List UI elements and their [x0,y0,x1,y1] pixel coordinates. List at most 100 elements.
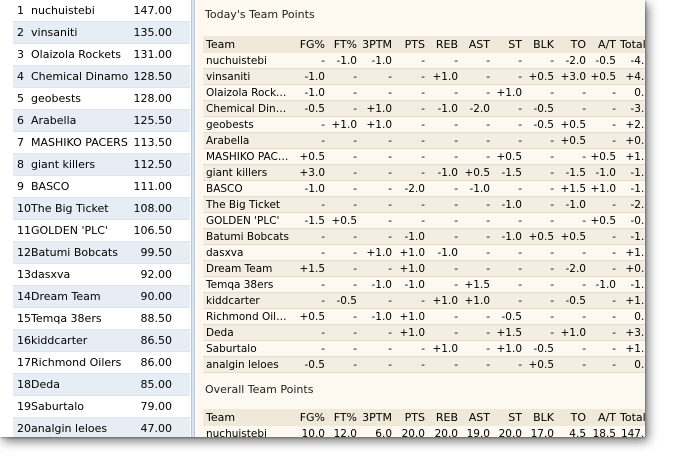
stat-cell: - [588,196,618,213]
standings-row[interactable]: 3 Olaizola Rockets 131.00 [13,44,190,66]
column-header[interactable]: AST [460,409,492,426]
standings-row[interactable]: 1 nuchuistebi 147.00 [13,0,190,22]
column-header[interactable]: A/T [588,409,618,426]
stat-cell: -0.5 [524,100,556,117]
stat-cell: - [359,292,394,309]
stat-cell: -0.5 [556,292,588,309]
overall-team-points-table: TeamFG%FT%3PTMPTSREBASTSTBLKTOA/TTotals … [203,409,645,437]
standings-team-name: dasxva [31,268,71,281]
stat-cell: - [460,340,492,357]
stat-cell: - [492,244,524,261]
standings-row[interactable]: 13 dasxva 92.00 [13,264,190,286]
stat-cell: - [327,148,359,165]
standings-rank: 9 [17,180,24,193]
column-header[interactable]: REB [427,409,460,426]
standings-points: 128.50 [133,70,173,83]
standings-team-name: geobests [31,92,82,105]
column-header[interactable]: 3PTM [359,409,394,426]
column-header[interactable]: Totals [618,36,645,53]
stat-cell: +1.0 [588,180,618,197]
stat-cell: 19.0 [460,426,492,437]
stat-cell: -1.0 [359,308,394,325]
standings-row[interactable]: 17 Richmond Oilers 86.00 [13,352,190,374]
standings-row[interactable]: 9 BASCO 111.00 [13,176,190,198]
column-header[interactable]: FG% [293,36,327,53]
column-header[interactable]: FT% [327,36,359,53]
standings-row[interactable]: 19 Saburtalo 79.00 [13,396,190,418]
stat-cell: -0.5 [524,340,556,357]
team-cell: kiddcarter [203,292,293,309]
standings-row[interactable]: 18 Deda 85.00 [13,374,190,396]
standings-rank: 16 [17,334,31,347]
column-header[interactable]: Team [203,409,293,426]
standings-points: 88.50 [140,312,173,325]
standings-team-name: Temqa 38ers [31,312,102,325]
standings-team-name: Richmond Oilers [31,356,122,369]
stat-cell: - [327,244,359,261]
stat-cell: - [394,340,427,357]
column-header[interactable]: PTS [394,36,427,53]
pane-splitter[interactable] [191,0,195,437]
column-header[interactable]: Totals [618,409,645,426]
stat-cell: +0.5 [524,228,556,245]
stat-cell: - [359,340,394,357]
standings-row[interactable]: 5 geobests 128.00 [13,88,190,110]
team-cell: nuchuistebi [203,53,293,69]
stat-cell: - [427,132,460,149]
standings-row[interactable]: 12 Batumi Bobcats 99.50 [13,242,190,264]
column-header[interactable]: ST [492,409,524,426]
standings-team-name: kiddcarter [31,334,88,347]
stat-cell: - [327,356,359,373]
stat-cell: +0.5 [588,148,618,165]
column-header[interactable]: PTS [394,409,427,426]
column-header[interactable]: 3PTM [359,36,394,53]
standings-points: 147.00 [133,4,173,17]
stat-cell: -1.5 [556,164,588,181]
stat-cell: +0.5 [556,228,588,245]
stat-cell: - [524,84,556,101]
standings-rank: 4 [17,70,24,83]
column-header[interactable]: BLK [524,409,556,426]
stat-cell: - [492,116,524,133]
standings-row[interactable]: 4 Chemical Dinamo 128.50 [13,66,190,88]
standings-row[interactable]: 11 GOLDEN 'PLC' 106.50 [13,220,190,242]
stat-cell: - [293,244,327,261]
stat-cell: -2.0 [394,180,427,197]
team-cell: BASCO [203,180,293,197]
stat-cell: - [293,132,327,149]
standings-row[interactable]: 6 Arabella 125.50 [13,110,190,132]
stat-cell: +0.5 [618,260,645,277]
column-header[interactable]: AST [460,36,492,53]
stat-cell: - [293,116,327,133]
column-header[interactable]: TO [556,36,588,53]
column-header[interactable]: FG% [293,409,327,426]
stat-cell: - [524,276,556,293]
column-header[interactable]: TO [556,409,588,426]
stat-cell: -0.5 [293,100,327,117]
standings-row[interactable]: 15 Temqa 38ers 88.50 [13,308,190,330]
standings-row[interactable]: 20 analgin leloes 47.00 [13,418,190,437]
stat-cell: - [556,84,588,101]
standings-row[interactable]: 7 MASHIKO PACERS 113.50 [13,132,190,154]
column-header[interactable]: BLK [524,36,556,53]
stat-cell: - [427,212,460,229]
stat-cell: - [427,180,460,197]
stat-cell: - [588,340,618,357]
standings-row[interactable]: 8 giant killers 112.50 [13,154,190,176]
column-header[interactable]: REB [427,36,460,53]
standings-row[interactable]: 16 kiddcarter 86.50 [13,330,190,352]
stat-cell: -4.5 [618,53,645,69]
stat-cell: - [394,196,427,213]
column-header[interactable]: ST [492,36,524,53]
stat-cell: +1.0 [427,68,460,85]
column-header[interactable]: FT% [327,409,359,426]
team-cell: dasxva [203,244,293,261]
standings-row[interactable]: 14 Dream Team 90.00 [13,286,190,308]
column-header[interactable]: A/T [588,36,618,53]
column-header[interactable]: Team [203,36,293,53]
standings-row[interactable]: 2 vinsaniti 135.00 [13,22,190,44]
stat-cell: - [359,164,394,181]
stat-cell: - [293,324,327,341]
standings-row[interactable]: 10 The Big Ticket 108.00 [13,198,190,220]
